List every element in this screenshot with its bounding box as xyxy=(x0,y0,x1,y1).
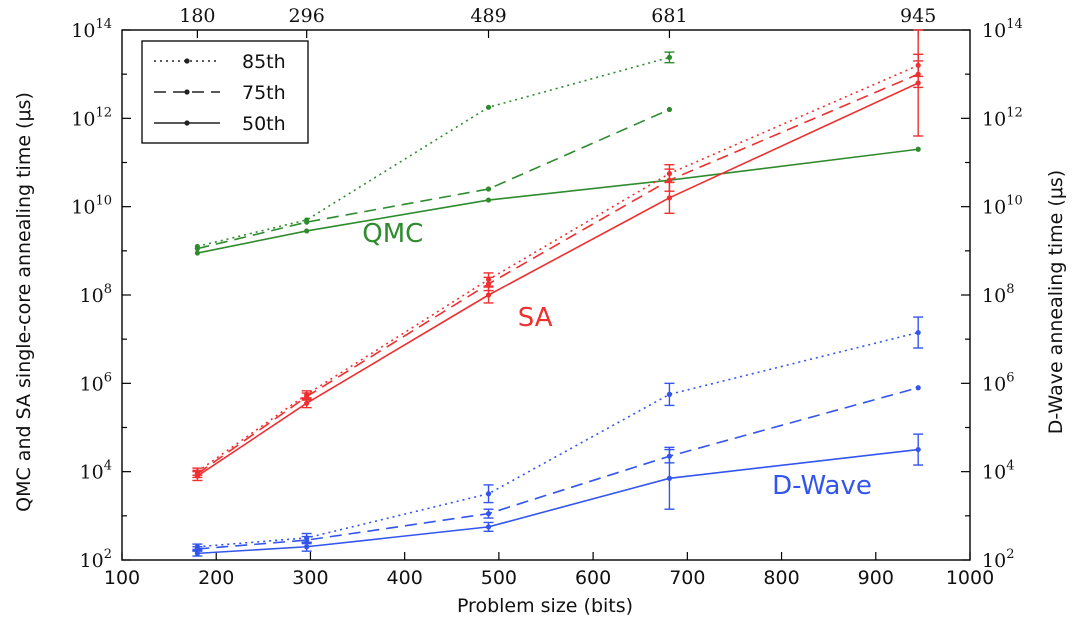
group-labels: QMC SA D-Wave xyxy=(362,219,872,501)
y-tick-label-right: 108 xyxy=(982,282,1014,307)
legend-box xyxy=(141,40,309,144)
y-tick-label-right: 1010 xyxy=(982,194,1023,219)
y-tick-label-right: 102 xyxy=(982,547,1014,572)
y-tick-label-left: 1010 xyxy=(71,194,112,219)
data-point xyxy=(304,219,310,225)
data-point xyxy=(304,228,310,234)
group-sa xyxy=(192,29,924,482)
data-point xyxy=(666,195,673,201)
data-point xyxy=(304,544,310,550)
series-line-50th xyxy=(197,148,919,254)
x-tick-label: 900 xyxy=(858,567,894,589)
legend-label: 75th xyxy=(242,82,286,104)
x-tick-label: 1000 xyxy=(946,567,994,589)
group-d-wave xyxy=(192,316,924,557)
data-point xyxy=(915,446,921,453)
series-layer xyxy=(192,29,924,557)
data-point xyxy=(194,250,200,256)
data-point xyxy=(485,186,492,192)
x-tick-label: 600 xyxy=(575,567,611,589)
data-point xyxy=(485,104,492,110)
y-tick-label-right: 1012 xyxy=(982,105,1023,130)
y-tick-label-left: 1012 xyxy=(71,105,112,130)
data-point xyxy=(194,246,200,252)
group-label-d-wave: D-Wave xyxy=(772,471,872,501)
x-tick-label: 200 xyxy=(198,567,234,589)
top-tick-label: 296 xyxy=(289,5,325,27)
x-axis-title: Problem size (bits) xyxy=(457,595,633,617)
data-point xyxy=(915,80,921,86)
data-point xyxy=(485,491,492,497)
series-line-85th xyxy=(197,331,919,548)
x-tick-label: 400 xyxy=(387,567,423,589)
data-point xyxy=(666,475,673,481)
data-point xyxy=(666,391,673,397)
data-point xyxy=(666,106,673,113)
x-tick-label: 500 xyxy=(481,567,517,589)
x-tick-label: 700 xyxy=(669,567,705,589)
y-axis-title-left: QMC and SA single-core annealing time (μ… xyxy=(13,92,35,512)
data-point xyxy=(915,385,921,391)
x-tick-label: 300 xyxy=(292,567,328,589)
series-line-75th xyxy=(197,386,919,550)
x-tick-label: 100 xyxy=(104,567,140,589)
group-label-sa: SA xyxy=(518,303,553,333)
x-tick-label: 800 xyxy=(763,567,799,589)
data-point xyxy=(485,511,492,517)
y-axis-title-right: D-Wave annealing time (μs) xyxy=(1045,170,1067,434)
y-tick-label-left: 108 xyxy=(80,282,112,307)
group-qmc xyxy=(194,51,921,256)
y-tick-label-left: 104 xyxy=(80,459,112,484)
data-point xyxy=(304,537,310,543)
data-point xyxy=(485,292,492,298)
legend-marker xyxy=(184,58,190,64)
legend: 85th 75th 50th xyxy=(141,40,309,144)
top-tick-label: 180 xyxy=(179,5,215,27)
y-tick-label-left: 1014 xyxy=(71,17,112,42)
y-tick-label-right: 1014 xyxy=(982,17,1023,42)
data-point xyxy=(915,329,921,336)
series-line-85th xyxy=(197,56,670,248)
y-tick-label-left: 106 xyxy=(80,370,112,395)
group-label-qmc: QMC xyxy=(362,219,423,249)
data-point xyxy=(304,400,310,406)
y-tick-label-right: 106 xyxy=(982,370,1014,395)
legend-marker xyxy=(184,120,190,126)
legend-label: 85th xyxy=(242,51,286,73)
legend-marker xyxy=(184,89,190,95)
data-point xyxy=(485,281,492,287)
data-point xyxy=(915,146,921,152)
legend-label: 50th xyxy=(242,113,286,135)
axes: 100 200 300 400 500 600 700 800 900 1000 180 296 489… xyxy=(71,5,1022,589)
data-point xyxy=(304,393,310,400)
data-point xyxy=(666,54,673,60)
top-tick-label: 489 xyxy=(470,5,506,27)
data-point xyxy=(485,524,492,530)
data-point xyxy=(194,550,200,556)
y-tick-label-right: 104 xyxy=(982,459,1014,484)
data-point xyxy=(485,197,492,203)
top-tick-label: 945 xyxy=(900,5,936,27)
data-point xyxy=(194,473,200,479)
top-tick-label: 681 xyxy=(651,5,687,27)
data-point xyxy=(666,177,673,183)
y-tick-label-left: 102 xyxy=(80,547,112,572)
